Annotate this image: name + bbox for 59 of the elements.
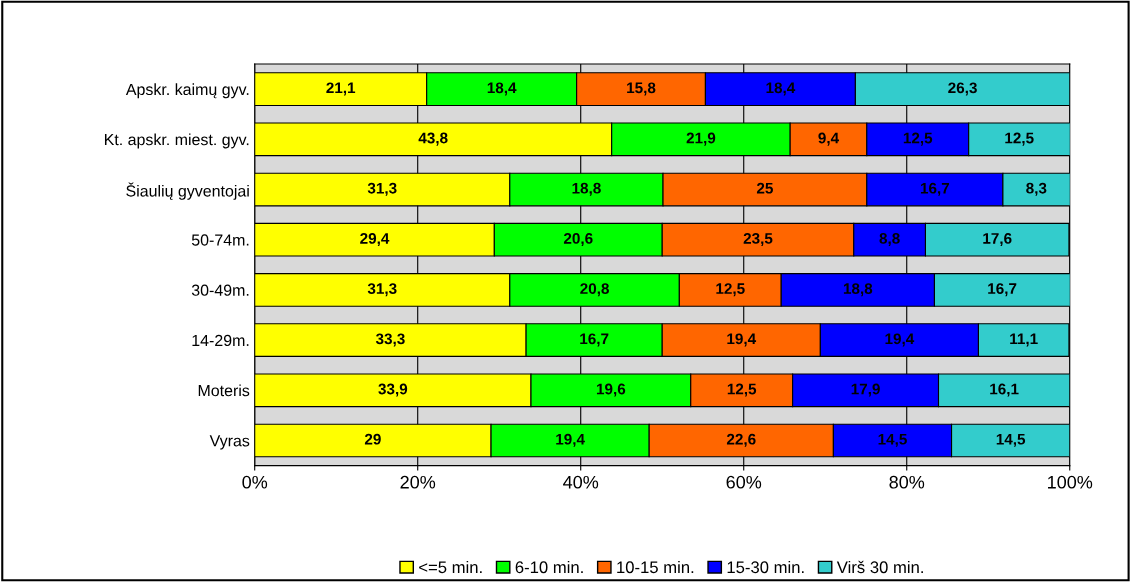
y-tick-label: Šiaulių gyventojai: [126, 182, 249, 200]
data-label: 12,5: [903, 132, 933, 146]
data-label: 14,5: [878, 433, 907, 447]
data-label: 19,4: [885, 333, 915, 347]
y-tick-label: Vyras: [209, 435, 250, 450]
data-label: 16,7: [580, 333, 609, 347]
data-label: 25: [756, 182, 773, 194]
data-label: 21,1: [326, 82, 356, 96]
data-label: 11,1: [1010, 333, 1038, 347]
x-tick-label: 60%: [726, 475, 762, 489]
data-label: 12,5: [716, 283, 745, 297]
data-label: 18,8: [572, 182, 601, 196]
y-tick-label: Kt. apskr. miest. gyv.: [104, 133, 249, 149]
data-label: 18,8: [843, 283, 873, 297]
x-tick-label: 80%: [889, 475, 925, 489]
data-label: 29: [364, 433, 381, 445]
data-label: 31,3: [367, 182, 397, 196]
y-tick-label: Moteris: [198, 384, 250, 397]
data-label: 16,7: [988, 283, 1017, 297]
y-tick-label: 14-29m.: [192, 334, 249, 347]
data-label: 16,7: [920, 182, 950, 196]
legend-label: 6-10 min.: [515, 560, 583, 574]
y-tick-label: Apskr. kaimų gyv.: [125, 83, 249, 99]
y-tick-label: 30-49m.: [191, 284, 249, 296]
data-label: 33,9: [378, 383, 408, 397]
data-label: 20,8: [580, 283, 609, 297]
legend-label: <=5 min.: [419, 560, 482, 574]
x-tick-label: 40%: [563, 475, 599, 489]
data-label: 12,5: [727, 383, 757, 397]
data-label: 9,4: [818, 132, 840, 146]
data-label: 12,5: [1005, 132, 1034, 146]
data-label: 33,3: [375, 333, 405, 347]
y-tick-label: 50-74m.: [191, 234, 249, 246]
legend-label: 10-15 min.: [617, 560, 694, 574]
data-label: 20,6: [563, 232, 593, 247]
legend-label: Virš 30 min.: [836, 560, 923, 574]
data-label: 18,4: [766, 82, 796, 96]
data-label: 8,8: [879, 232, 900, 247]
data-label: 43,8: [418, 132, 448, 146]
x-tick-label: 100%: [1048, 475, 1093, 489]
data-label: 23,5: [743, 232, 773, 247]
data-label: 26,3: [948, 82, 977, 96]
x-tick-label: 0%: [242, 475, 268, 489]
data-label: 19,4: [727, 333, 757, 347]
x-tick-label: 20%: [400, 475, 436, 489]
data-label: 17,6: [983, 232, 1012, 247]
data-label: 19,4: [556, 433, 585, 447]
data-label: 19,6: [596, 383, 626, 397]
data-label: 17,9: [851, 383, 880, 397]
data-label: 15,8: [627, 82, 656, 96]
data-label: 18,4: [487, 82, 517, 96]
data-label: 21,9: [686, 132, 716, 146]
legend-label: 15-30 min.: [727, 560, 804, 574]
data-label: 16,1: [990, 383, 1019, 397]
data-label: 29,4: [360, 232, 390, 247]
data-label: 31,3: [367, 283, 397, 297]
data-label: 8,3: [1026, 182, 1047, 196]
data-label: 22,6: [726, 433, 756, 447]
data-label: 14,5: [996, 433, 1026, 447]
